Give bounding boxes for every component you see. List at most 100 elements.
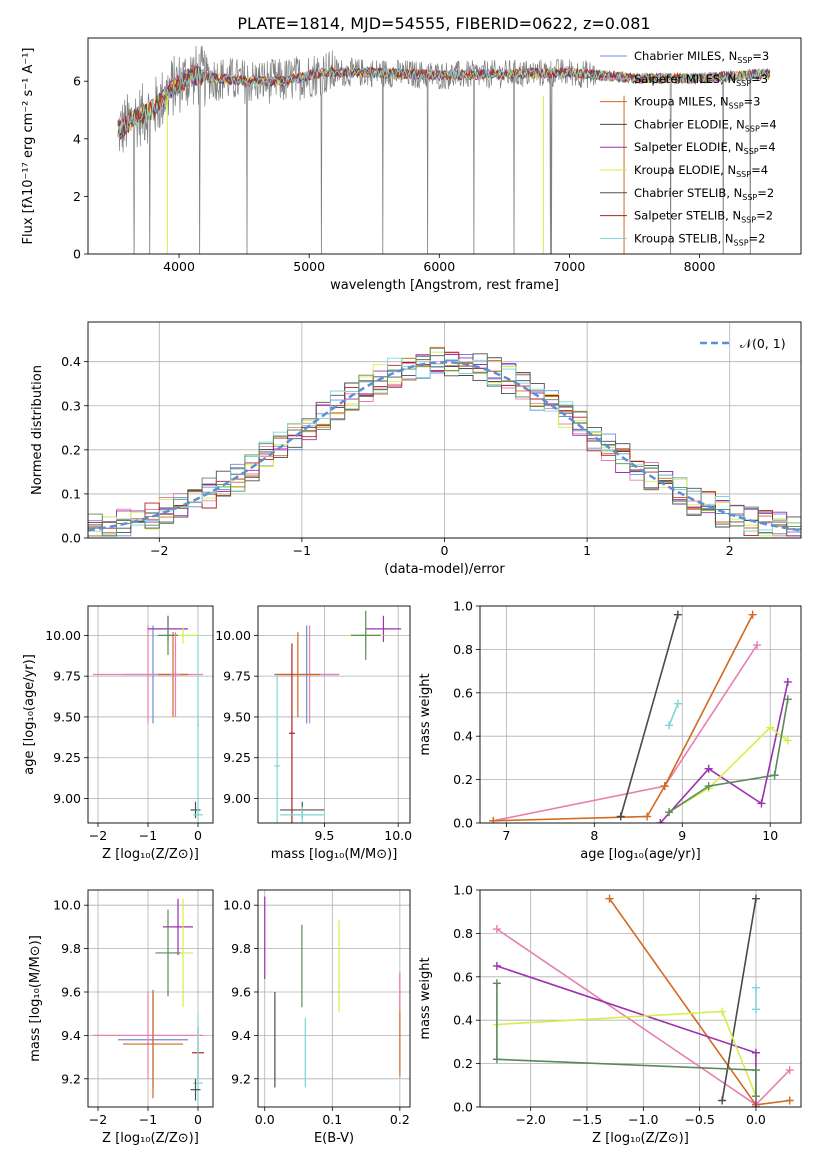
x-tick-label: 9.5 (314, 828, 334, 843)
axes-frame (479, 605, 802, 824)
legend-entry: Salpeter STELIB, NSSP=2 (634, 209, 773, 225)
x-tick-label: −2 (89, 1112, 107, 1127)
weight-marker (770, 771, 779, 780)
y-tick-label: 9.75 (223, 669, 251, 684)
weight-marker (751, 894, 760, 903)
weight-marker (783, 677, 792, 686)
weight-marker (605, 894, 614, 903)
weight-marker (751, 1048, 760, 1057)
age_vs_Z-plot-area (93, 615, 203, 823)
x-tick-label: 6000 (423, 259, 455, 274)
x-tick-label: −1.0 (628, 1112, 658, 1127)
errorbar-point (280, 806, 325, 823)
x-tick-label: 0 (441, 543, 449, 558)
y-tick-label: 9.8 (231, 941, 251, 956)
weight-series-line (619, 614, 679, 817)
y-tick-label: 9.25 (53, 750, 81, 765)
weight-series-line (668, 699, 789, 813)
x-axis-label: (data-model)/error (384, 562, 505, 577)
y-tick-label: 0.0 (453, 1100, 473, 1115)
y-tick-label: 0.4 (61, 354, 81, 369)
y-tick-label: 0.6 (453, 969, 473, 984)
y-tick-label: 9.50 (53, 709, 81, 724)
weight_vs_Z-panel: −2.0 −1.5 −1.0 −0.5 0.0 0.0 0.2 0.4 0.6 0.8 1.0 Z [… (418, 883, 802, 1146)
weight-marker (704, 764, 713, 773)
weight-marker (616, 812, 625, 821)
y-axis-label: mass weight (418, 957, 433, 1039)
weight-series (718, 894, 760, 1105)
y-tick-label: 10.0 (53, 898, 81, 913)
spectrum-plot-area (117, 45, 771, 254)
weight-marker (783, 736, 792, 745)
y-axis-label: mass weight (418, 673, 433, 755)
weight-marker (656, 819, 665, 823)
errorbar-point (288, 643, 295, 823)
weight-series-line (721, 898, 757, 1101)
axes-frame (87, 37, 802, 255)
histogram-step (88, 347, 801, 537)
weight-series (656, 677, 792, 823)
weight-series-line (496, 1010, 757, 1097)
x-axis-label: E(B-V) (314, 1131, 354, 1146)
weight-marker (665, 808, 674, 817)
y-tick-label: 6 (73, 74, 81, 89)
axes-frame (257, 889, 411, 1108)
weight-marker (748, 610, 757, 619)
y-tick-label: 0.4 (453, 1013, 473, 1028)
x-tick-label: −1 (139, 828, 157, 843)
errorbar-point (190, 1078, 201, 1101)
y-tick-label: 0.2 (453, 1056, 473, 1071)
x-axis-label: Z [log₁₀(Z/Z⊙)] (102, 847, 199, 862)
weight-marker (489, 816, 498, 823)
figure-title: PLATE=1814, MJD=54555, FIBERID=0622, z=0… (237, 14, 650, 33)
axes-frame (479, 889, 802, 1108)
residuals-panel: −2 −1 0 1 2 0.0 0.1 0.2 0.3 0.4 (data-model)/error… (30, 321, 802, 577)
weight-series (665, 699, 682, 730)
axes-frame (87, 321, 802, 539)
weight-series-line (496, 965, 757, 1107)
weight-marker (751, 1103, 760, 1107)
x-tick-label: 2 (726, 543, 734, 558)
weight-series-line (493, 614, 754, 822)
errorbar-point (350, 610, 381, 660)
y-tick-label: 0.2 (453, 772, 473, 787)
x-tick-label: 10.0 (384, 828, 412, 843)
x-tick-label: 0 (194, 828, 202, 843)
y-tick-label: 10.0 (223, 898, 251, 913)
weight-marker (718, 1007, 727, 1016)
x-tick-label: 0 (194, 1112, 202, 1127)
y-tick-label: 9.25 (223, 750, 251, 765)
weight-series-line (496, 983, 757, 1097)
x-tick-label: −1.5 (572, 1112, 602, 1127)
y-tick-label: 10.00 (45, 628, 81, 643)
y-tick-label: 0.6 (453, 685, 473, 700)
x-axis-label: wavelength [Angstrom, rest frame] (330, 278, 559, 293)
mass_vs_Z-plot-area (93, 898, 204, 1107)
x-tick-label: 10 (762, 828, 778, 843)
y-tick-label: 9.2 (61, 1071, 81, 1086)
weight-series (492, 979, 760, 1101)
legend-entry: Salpeter MILES, NSSP=3 (634, 72, 768, 88)
x-tick-label: 7 (502, 828, 510, 843)
y-tick-label: 0.0 (61, 531, 81, 546)
histogram-step (88, 351, 801, 537)
weight-series (489, 641, 762, 823)
x-tick-label: −2 (89, 828, 107, 843)
weight-series-line (493, 644, 758, 822)
x-tick-label: −2.0 (516, 1112, 546, 1127)
x-tick-label: 8 (590, 828, 598, 843)
legend-entry: Chabrier ELODIE, NSSP=4 (634, 117, 777, 133)
errorbar-point (275, 632, 320, 717)
y-tick-label: 9.00 (223, 791, 251, 806)
x-tick-label: 8000 (684, 259, 716, 274)
weight-marker (492, 979, 501, 988)
x-tick-label: −0.5 (684, 1112, 714, 1127)
weight-marker (785, 1096, 794, 1105)
errorbar-point (123, 989, 183, 1099)
y-tick-label: 9.00 (53, 791, 81, 806)
weight-marker (492, 1055, 501, 1064)
weight-marker (751, 1005, 760, 1014)
x-tick-label: −2 (150, 543, 168, 558)
x-axis-label: Z [log₁₀(Z/Z⊙)] (592, 1131, 689, 1146)
